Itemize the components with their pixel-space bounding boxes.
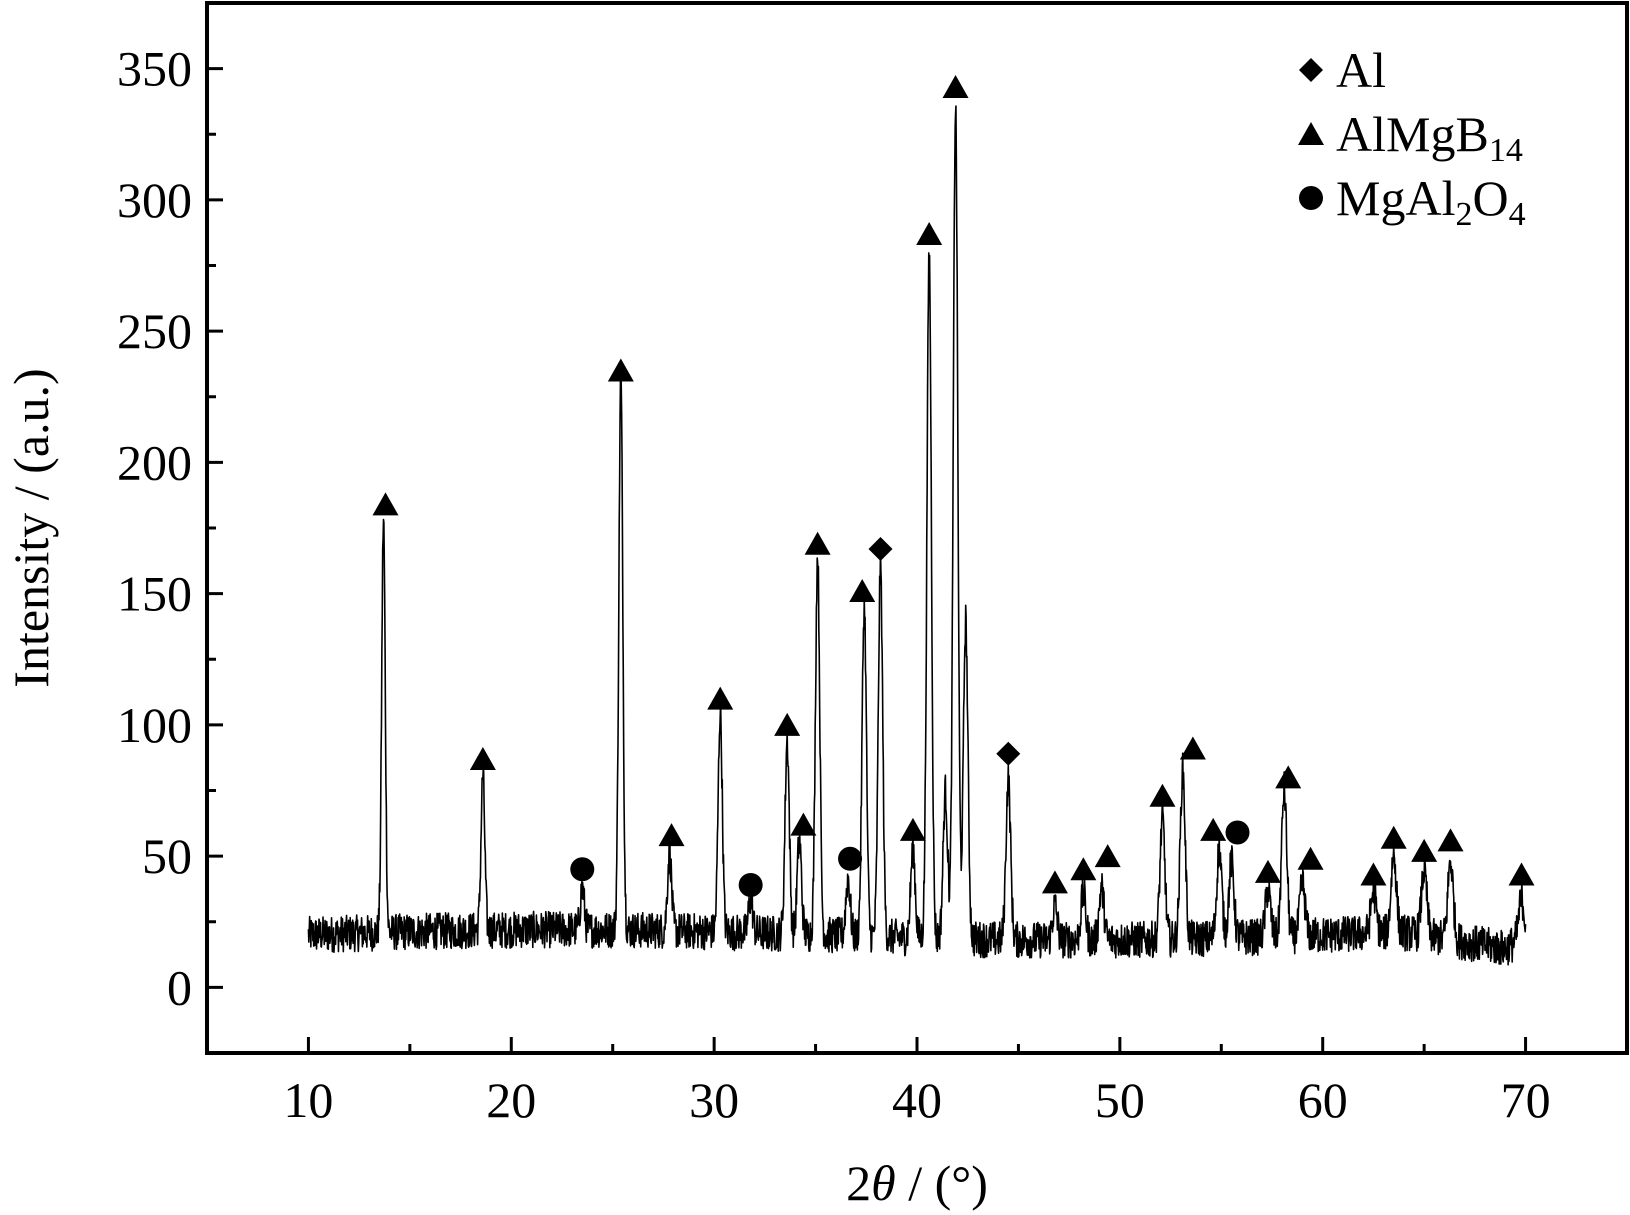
- marker-almgb14: [790, 812, 817, 836]
- x-tick-label: 40: [892, 1072, 942, 1128]
- x-tick-label: 60: [1298, 1072, 1348, 1128]
- marker-almgb14: [1094, 844, 1121, 868]
- y-tick-label: 50: [142, 828, 192, 884]
- legend-label: AlMgB14: [1336, 106, 1523, 169]
- marker-almgb14: [1041, 870, 1068, 894]
- legend-circle-icon: [1299, 186, 1323, 210]
- x-tick-label: 50: [1095, 1072, 1145, 1128]
- x-tick-label: 20: [486, 1072, 536, 1128]
- marker-almgb14: [1508, 862, 1535, 886]
- y-tick-label: 350: [117, 41, 192, 97]
- x-tick-label: 30: [689, 1072, 739, 1128]
- marker-almgb14: [916, 222, 943, 245]
- marker-almgb14: [1254, 859, 1281, 883]
- marker-almgb14: [707, 686, 734, 710]
- y-tick-label: 250: [117, 303, 192, 359]
- legend-diamond-icon: [1299, 58, 1323, 82]
- marker-mgal2o4: [570, 857, 595, 882]
- marker-mgal2o4: [1225, 820, 1250, 845]
- y-tick-label: 300: [117, 172, 192, 228]
- marker-almgb14: [804, 531, 831, 555]
- xrd-pattern: [307, 105, 1527, 966]
- marker-almgb14: [1437, 828, 1464, 852]
- x-axis: 10 20 30 40 50 60 70: [283, 1037, 1551, 1128]
- marker-almgb14: [1275, 765, 1302, 789]
- marker-almgb14: [899, 817, 926, 841]
- y-tick-label: 100: [117, 697, 192, 753]
- marker-al: [868, 537, 893, 561]
- x-tick-label: 70: [1501, 1072, 1551, 1128]
- marker-almgb14: [1149, 783, 1176, 807]
- marker-almgb14: [469, 747, 496, 770]
- y-axis-label: Intensity / (a.u.): [3, 368, 59, 687]
- marker-almgb14: [1297, 846, 1324, 870]
- phase-markers: [372, 75, 1535, 897]
- y-axis: 0 50 100 150 200 250 300 350: [117, 41, 223, 1015]
- marker-almgb14: [849, 579, 876, 602]
- marker-almgb14: [372, 492, 399, 516]
- marker-almgb14: [774, 712, 801, 736]
- marker-almgb14: [658, 823, 685, 847]
- marker-almgb14: [607, 358, 634, 382]
- y-tick-label: 0: [167, 959, 192, 1015]
- marker-almgb14: [1179, 736, 1206, 760]
- legend-label: MgAl2O4: [1336, 170, 1526, 233]
- x-tick-label: 10: [283, 1072, 333, 1128]
- xrd-series-line: [307, 105, 1527, 966]
- y-tick-label: 150: [117, 566, 192, 622]
- y-tick-label: 200: [117, 434, 192, 490]
- marker-almgb14: [1070, 857, 1097, 881]
- marker-mgal2o4: [838, 846, 863, 871]
- marker-almgb14: [1380, 825, 1407, 849]
- marker-almgb14: [1200, 817, 1227, 841]
- marker-almgb14: [1360, 862, 1387, 886]
- marker-mgal2o4: [738, 873, 763, 897]
- marker-almgb14: [942, 75, 969, 98]
- marker-al: [996, 741, 1021, 766]
- x-axis-label: 2θ / (°): [846, 1155, 988, 1211]
- legend-label: Al: [1336, 42, 1386, 98]
- marker-almgb14: [1411, 838, 1438, 862]
- legend-triangle-icon: [1298, 122, 1324, 145]
